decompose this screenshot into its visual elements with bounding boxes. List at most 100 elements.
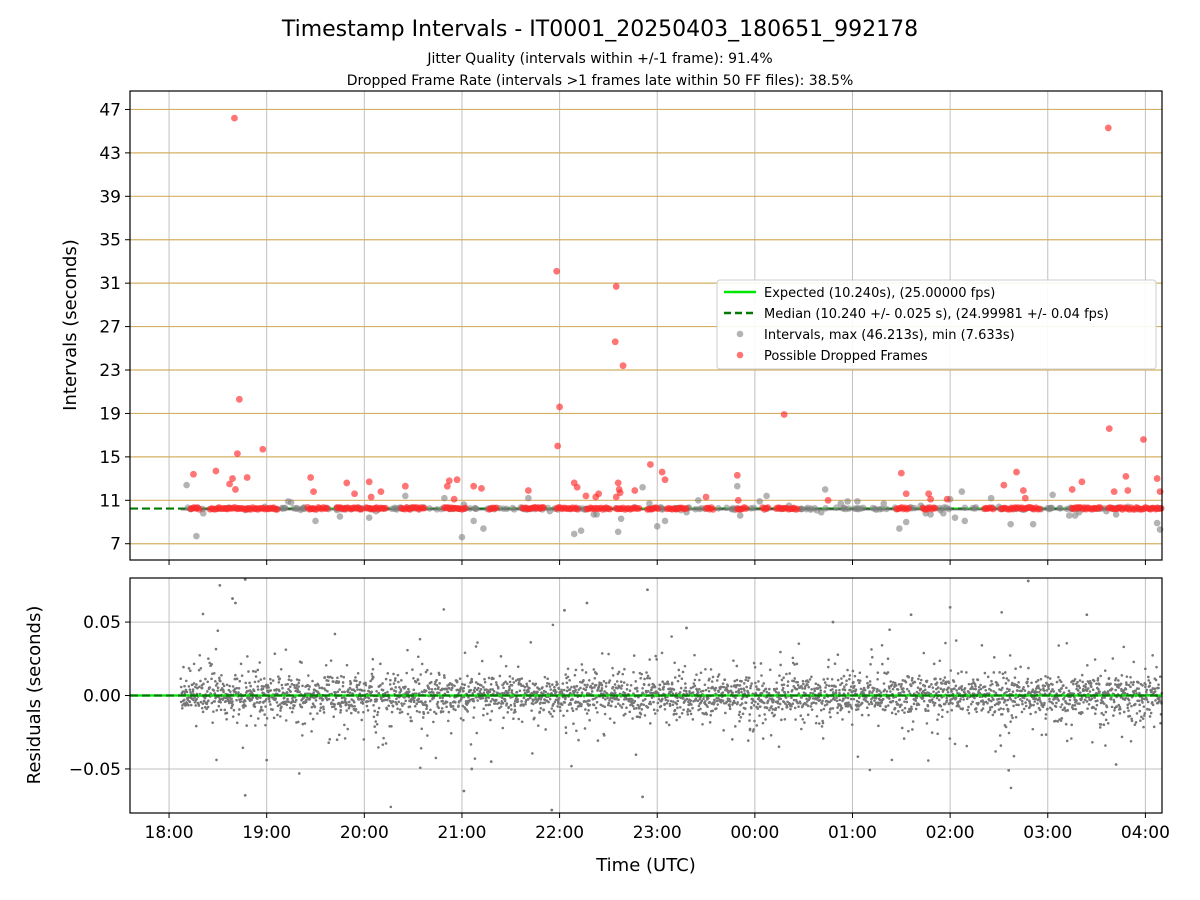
residual-point — [1123, 691, 1127, 695]
residual-point — [986, 701, 989, 705]
residual-point — [675, 702, 679, 706]
residual-point — [216, 629, 220, 633]
residual-point — [640, 672, 643, 676]
dropped-frame-point — [323, 504, 331, 512]
residual-point — [708, 700, 711, 704]
interval-point — [661, 517, 669, 525]
residual-point — [608, 679, 612, 682]
residual-point — [379, 683, 382, 687]
residual-point — [1141, 701, 1144, 704]
residual-point — [974, 687, 977, 691]
residual-point — [372, 675, 375, 679]
residual-point — [1098, 683, 1101, 686]
residual-point — [470, 680, 474, 684]
residual-point — [412, 699, 416, 702]
residual-point — [668, 692, 671, 695]
residual-point — [832, 696, 836, 699]
residual-point — [310, 705, 314, 709]
residual-point — [314, 684, 318, 687]
residual-point — [544, 690, 547, 694]
residual-point — [1152, 725, 1156, 729]
residual-point — [277, 681, 281, 684]
residual-point — [358, 681, 362, 684]
residual-point — [215, 758, 218, 762]
residual-point — [721, 691, 725, 694]
dropped-frame-point — [780, 411, 788, 418]
residual-point — [420, 662, 424, 666]
residual-point — [935, 687, 938, 691]
residual-point — [1001, 672, 1005, 676]
residual-point — [631, 698, 634, 702]
residual-point — [578, 704, 581, 707]
residual-point — [713, 688, 717, 692]
residual-point — [283, 696, 286, 699]
residual-point — [686, 708, 690, 711]
residual-point — [797, 642, 801, 645]
residual-point — [873, 687, 876, 690]
interval-point — [639, 483, 646, 491]
residual-point — [911, 676, 914, 680]
residual-point — [231, 597, 234, 600]
residual-point — [816, 687, 820, 690]
residual-point — [736, 683, 740, 687]
residual-point — [397, 700, 401, 704]
residual-point — [254, 675, 258, 678]
residual-point — [473, 690, 476, 693]
residual-point — [322, 707, 325, 711]
residual-point — [1101, 700, 1104, 704]
x-tick-label: 21:00 — [437, 823, 486, 843]
residual-point — [216, 689, 219, 692]
residual-point — [911, 728, 914, 731]
residual-point — [829, 699, 833, 702]
legend-expected-label: Expected (10.240s), (25.00000 fps) — [764, 286, 995, 301]
residual-point — [285, 703, 289, 707]
residual-point — [568, 678, 571, 682]
residual-point — [489, 688, 492, 691]
residual-point — [848, 674, 852, 677]
residual-point — [563, 701, 567, 704]
residual-point — [1134, 721, 1138, 724]
residual-point — [500, 699, 504, 703]
residual-point — [357, 683, 361, 687]
legend-dropped-label: Possible Dropped Frames — [764, 349, 928, 364]
residual-point — [1012, 704, 1015, 708]
residual-point — [1068, 702, 1071, 706]
interval-point — [844, 498, 851, 505]
residual-point — [617, 698, 620, 702]
residual-point — [501, 691, 504, 695]
residual-point — [722, 685, 726, 689]
residual-point — [891, 699, 895, 703]
residual-point — [232, 708, 236, 712]
residual-point — [424, 700, 427, 704]
residual-point — [908, 707, 911, 711]
residual-point — [345, 709, 348, 712]
residual-point — [191, 690, 195, 693]
residual-point — [489, 760, 493, 763]
residual-point — [390, 724, 393, 728]
residual-point — [604, 685, 608, 688]
residual-point — [217, 704, 221, 708]
residual-point — [505, 682, 509, 686]
residual-point — [322, 705, 325, 709]
residual-point — [782, 683, 786, 686]
residual-point — [231, 700, 234, 703]
residual-point — [184, 679, 188, 683]
residual-point — [1144, 667, 1147, 671]
residual-point — [234, 690, 237, 694]
residual-point — [364, 681, 367, 685]
residual-point — [552, 709, 556, 713]
residual-point — [735, 664, 739, 668]
residual-point — [936, 718, 939, 721]
residual-point — [889, 680, 892, 683]
residual-point — [726, 684, 730, 688]
residual-point — [944, 680, 948, 684]
residual-point — [435, 678, 438, 682]
residual-point — [1052, 690, 1056, 693]
residual-point — [356, 688, 359, 691]
residual-point — [345, 663, 349, 667]
residual-point — [215, 682, 219, 685]
residual-point — [1006, 708, 1010, 711]
residual-point — [738, 719, 741, 723]
residual-point — [677, 668, 681, 672]
interval-point — [728, 505, 736, 513]
